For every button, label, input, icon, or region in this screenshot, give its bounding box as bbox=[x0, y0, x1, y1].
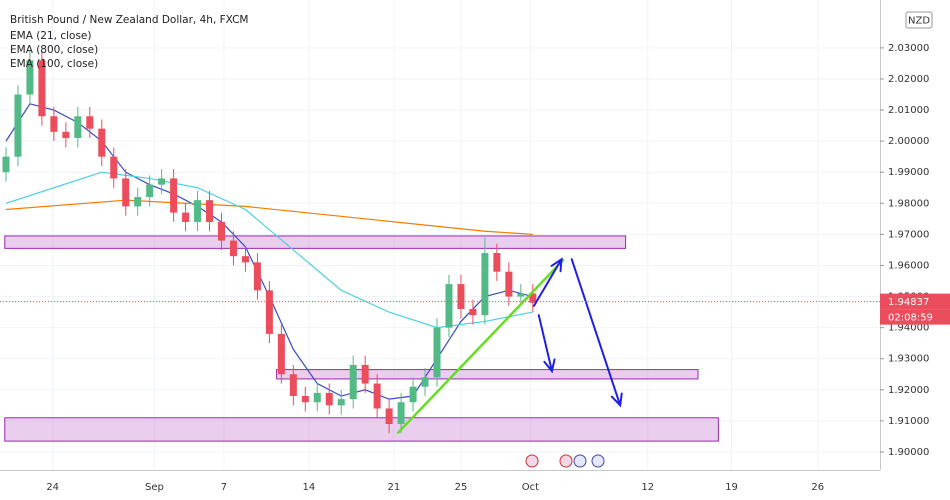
candle-body bbox=[277, 333, 285, 375]
currency-label: NZD bbox=[908, 16, 930, 27]
candle-body bbox=[505, 271, 513, 297]
candle-body bbox=[385, 408, 393, 424]
last-price-box bbox=[880, 293, 950, 310]
candle-body bbox=[301, 396, 309, 403]
candle-body bbox=[265, 290, 273, 334]
candle-body bbox=[74, 116, 82, 139]
x-tick-label: 26 bbox=[811, 482, 824, 493]
x-tick-label: 12 bbox=[641, 482, 654, 493]
candle-body bbox=[50, 116, 58, 132]
candle-body bbox=[469, 308, 477, 316]
countdown-label: 02:08:59 bbox=[888, 313, 933, 324]
candle-body bbox=[313, 392, 321, 403]
event-icon bbox=[559, 454, 573, 468]
last-price-label: 1.94837 bbox=[888, 297, 929, 308]
y-tick-label: 1.91000 bbox=[888, 416, 929, 427]
candle-body bbox=[337, 399, 345, 406]
y-tick-label: 1.93000 bbox=[888, 354, 929, 365]
candle-body bbox=[182, 212, 190, 222]
event-icon bbox=[591, 454, 605, 468]
candle-body bbox=[397, 402, 405, 424]
y-tick-label: 2.01000 bbox=[888, 105, 929, 116]
y-tick-label: 1.97000 bbox=[888, 229, 929, 240]
candle-body bbox=[481, 253, 489, 316]
candle-body bbox=[445, 284, 453, 328]
arrow bbox=[570, 258, 623, 408]
candle-body bbox=[146, 184, 154, 198]
y-tick-label: 2.03000 bbox=[888, 43, 929, 54]
candle-body bbox=[98, 128, 106, 157]
indicator-label: EMA (100, close) bbox=[10, 58, 98, 70]
x-tick-label: 24 bbox=[46, 482, 59, 493]
currency-badge[interactable] bbox=[905, 11, 933, 29]
x-tick-label: 25 bbox=[455, 482, 468, 493]
event-icons bbox=[525, 454, 605, 468]
y-tick-label: 2.00000 bbox=[888, 136, 929, 147]
candle-body bbox=[110, 156, 118, 179]
y-tick-label: 1.94000 bbox=[888, 323, 929, 334]
candle-body bbox=[122, 178, 130, 207]
candle-body bbox=[194, 200, 202, 222]
candle-body bbox=[325, 392, 333, 406]
candle-body bbox=[2, 156, 10, 173]
candle-body bbox=[289, 374, 297, 397]
candle-body bbox=[457, 284, 465, 309]
zone bbox=[276, 369, 699, 380]
y-tick-label: 1.99000 bbox=[888, 167, 929, 178]
ema-line bbox=[5, 199, 533, 235]
candle-body bbox=[493, 253, 501, 272]
zone bbox=[4, 417, 719, 442]
candle-body bbox=[433, 327, 441, 378]
symbol-title: British Pound / New Zealand Dollar, 4h, … bbox=[10, 14, 248, 26]
candle-body bbox=[517, 293, 525, 297]
candle-body bbox=[158, 178, 166, 185]
candle-body bbox=[86, 116, 94, 129]
candle-body bbox=[206, 200, 214, 222]
x-tick-label: 7 bbox=[221, 482, 227, 493]
candle-body bbox=[361, 364, 369, 384]
y-tick-label: 1.92000 bbox=[888, 385, 929, 396]
y-tick-label: 1.90000 bbox=[888, 447, 929, 458]
countdown-box bbox=[880, 309, 950, 325]
indicator-label: EMA (800, close) bbox=[10, 44, 98, 56]
event-icon bbox=[573, 454, 587, 468]
y-tick-label: 2.02000 bbox=[888, 74, 929, 85]
candle-body bbox=[529, 293, 537, 303]
y-tick-label: 1.96000 bbox=[888, 260, 929, 271]
plot bbox=[0, 0, 880, 470]
candle-body bbox=[373, 383, 381, 409]
candle-body bbox=[26, 60, 34, 95]
x-tick-label: Sep bbox=[145, 482, 164, 493]
candle-body bbox=[349, 364, 357, 400]
candle-body bbox=[241, 256, 249, 263]
y-tick-label: 1.98000 bbox=[888, 198, 929, 209]
ema-line bbox=[5, 171, 533, 329]
zone bbox=[4, 235, 627, 249]
candle-body bbox=[170, 178, 178, 213]
candle-body bbox=[409, 386, 417, 403]
arrow bbox=[537, 314, 556, 374]
candle-body bbox=[229, 240, 237, 257]
x-tick-label: 19 bbox=[725, 482, 738, 493]
trendline bbox=[396, 258, 565, 435]
x-tick-label: 21 bbox=[388, 482, 401, 493]
arrow bbox=[532, 257, 563, 307]
candle-body bbox=[134, 197, 142, 207]
candle-body bbox=[38, 60, 46, 117]
event-icon bbox=[525, 454, 539, 468]
candle-body bbox=[14, 94, 22, 157]
candle-body bbox=[217, 221, 225, 241]
candle-body bbox=[253, 262, 261, 291]
candle-body bbox=[62, 131, 70, 139]
candle-body bbox=[421, 377, 429, 387]
x-tick-label: Oct bbox=[522, 482, 539, 493]
indicator-label: EMA (21, close) bbox=[10, 30, 92, 42]
x-tick-label: 14 bbox=[303, 482, 316, 493]
